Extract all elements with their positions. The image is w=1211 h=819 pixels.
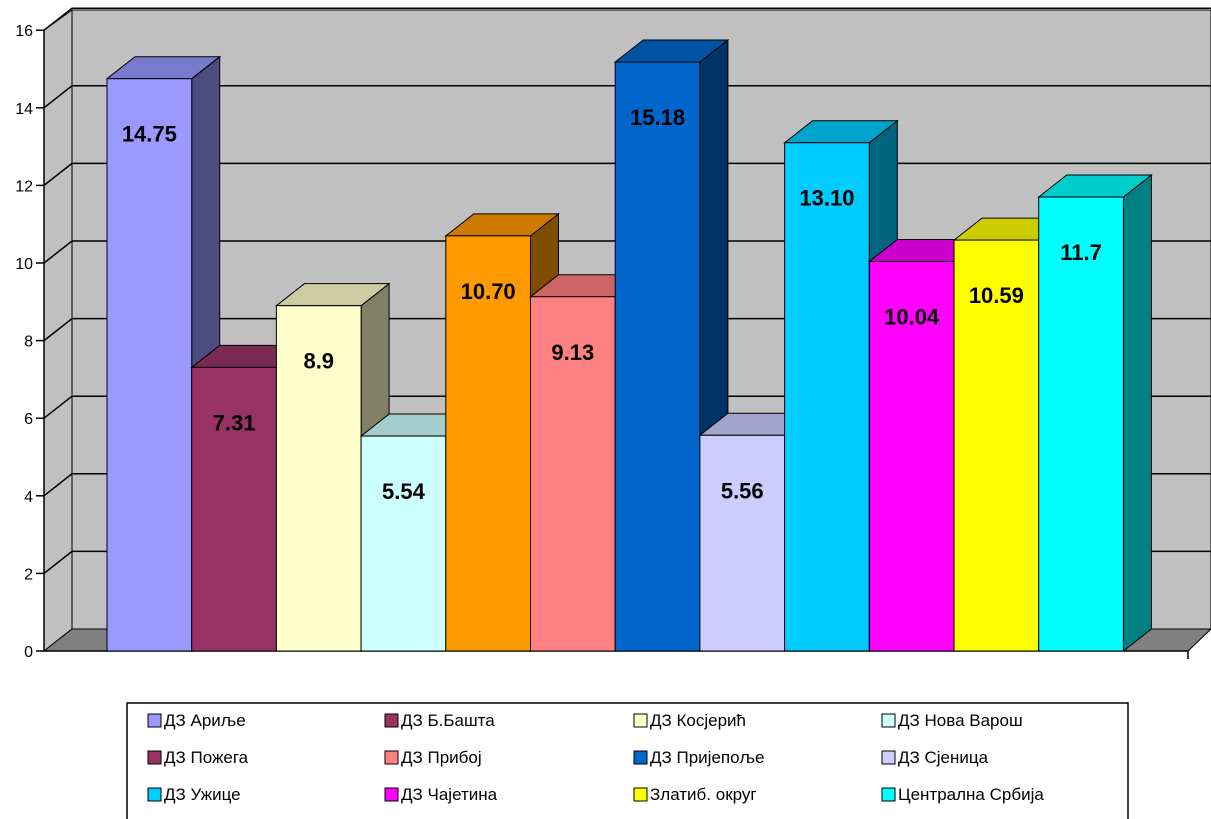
bar: [614, 61, 701, 652]
data-label: 14.75: [122, 122, 177, 147]
y-tick-label: 6: [24, 411, 33, 428]
y-tick-label: 0: [24, 644, 33, 661]
legend-label: ДЗ Прибој: [401, 748, 482, 767]
legend-label: Златиб. округ: [650, 785, 757, 804]
legend-item: ДЗ Ужице: [147, 785, 241, 804]
y-tick-label: 8: [24, 334, 33, 351]
legend-item: Златиб. округ: [633, 785, 757, 804]
bar: [784, 142, 870, 652]
data-label: 9.13: [551, 340, 594, 365]
data-label: 10.59: [969, 283, 1024, 308]
legend-swatch: [881, 713, 896, 728]
bar: [699, 434, 786, 652]
gridline: [43, 85, 1211, 109]
bar: [868, 260, 955, 652]
data-label: 5.54: [382, 479, 426, 504]
legend: ДЗ Ариље ДЗ Б.Башта ДЗ Косјерић ДЗ Нова Вар…: [126, 702, 1129, 819]
legend-item: ДЗ Косјерић: [633, 711, 746, 730]
legend-swatch: [147, 787, 162, 802]
legend-label: ДЗ Косјерић: [650, 711, 746, 730]
data-label: 5.56: [721, 478, 764, 503]
y-tick-label: 14: [15, 101, 33, 118]
data-label: 10.70: [461, 279, 516, 304]
bar: [275, 305, 362, 652]
legend-box: [126, 702, 1129, 819]
bar: [445, 235, 531, 652]
legend-item: ДЗ Пријепоље: [633, 748, 764, 767]
y-tick-label: 16: [15, 23, 33, 40]
legend-swatch: [384, 713, 399, 728]
legend-label: ДЗ Ужице: [164, 785, 241, 804]
legend-swatch: [147, 750, 162, 765]
legend-swatch: [384, 750, 399, 765]
data-label: 7.31: [213, 410, 256, 435]
bar: [1038, 196, 1124, 652]
legend-item: ДЗ Пожега: [147, 748, 249, 767]
data-labels: 14.75 7.31 8.9 5.54 10.70 9.13 15.18 5.56 13.10 1…: [122, 105, 1102, 504]
legend-item: ДЗ Б.Башта: [384, 711, 495, 730]
bar: [953, 239, 1040, 652]
legend-item: ДЗ Ариље: [147, 711, 246, 730]
legend-swatch: [633, 713, 648, 728]
legend-item: ДЗ Нова Варош: [881, 711, 1023, 730]
data-label: 10.04: [884, 304, 940, 329]
legend-item: ДЗ Сјеница: [881, 748, 989, 767]
bar-series: [105, 38, 1153, 653]
legend-item: ДЗ Прибој: [384, 748, 482, 767]
legend-item: Централна Србија: [881, 785, 1044, 804]
legend-swatch: [147, 713, 162, 728]
bar: [360, 435, 447, 652]
legend-swatch: [633, 750, 648, 765]
data-label: 11.7: [1060, 240, 1102, 265]
legend-label: ДЗ Чајетина: [401, 785, 498, 804]
legend-label: ДЗ Нова Варош: [898, 711, 1023, 730]
legend-swatch: [633, 787, 648, 802]
gridline: [43, 7, 1211, 31]
legend-item: ДЗ Чајетина: [384, 785, 498, 804]
legend-label: ДЗ Пријепоље: [650, 748, 764, 767]
y-tick-label: 4: [24, 489, 33, 506]
y-tick-label: 12: [15, 178, 33, 195]
legend-label: ДЗ Пожега: [164, 748, 249, 767]
y-tick-label: 2: [24, 566, 33, 583]
data-label: 8.9: [303, 349, 334, 374]
legend-swatch: [881, 787, 896, 802]
legend-label: ДЗ Ариље: [164, 711, 246, 730]
legend-swatch: [384, 787, 399, 802]
legend-label: ДЗ Сјеница: [898, 748, 989, 767]
bar: [106, 78, 193, 652]
y-tick-label: 10: [15, 256, 33, 273]
legend-label: ДЗ Б.Башта: [401, 711, 495, 730]
bar: [530, 296, 616, 652]
bar: [191, 366, 277, 652]
bar-side: [1122, 174, 1152, 653]
data-label: 15.18: [630, 105, 685, 130]
legend-swatch: [881, 750, 896, 765]
legend-label: Централна Србија: [898, 785, 1044, 804]
bar-group: [1037, 174, 1153, 653]
data-label: 13.10: [799, 186, 854, 211]
